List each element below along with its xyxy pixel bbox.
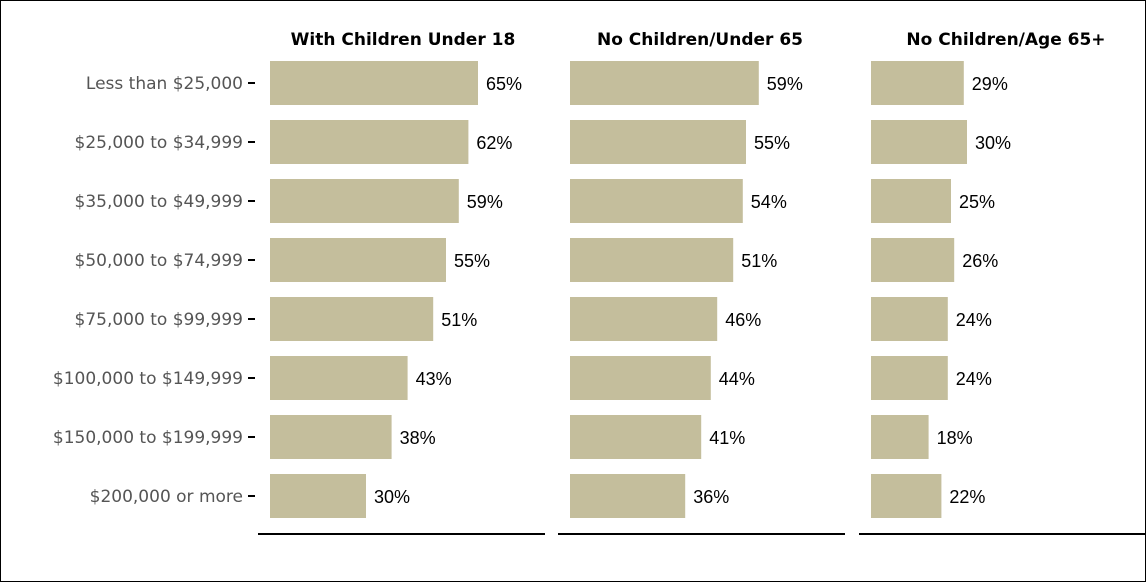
bar-150-000-to-199-999 [871, 415, 929, 459]
bar-less-than-25-000 [570, 61, 759, 105]
bar-25-000-to-34-999 [270, 120, 469, 164]
bar-150-000-to-199-999 [270, 415, 392, 459]
category-label-50-000-to-74-999: $50,000 to $74,999 [75, 251, 243, 271]
bar-75-000-to-99-999 [871, 297, 948, 341]
value-label: 30% [374, 487, 410, 507]
value-label: 29% [972, 74, 1008, 94]
bar-100-000-to-149-999 [570, 356, 711, 400]
value-label: 44% [719, 369, 755, 389]
bar-less-than-25-000 [270, 61, 478, 105]
chart-panels: With Children Under 18 65% 62% 59% 55% 51% 43%… [258, 30, 1146, 535]
panel-with-children-under-18: With Children Under 18 65% 62% 59% 55% 51% 43%… [258, 30, 545, 535]
bar-200-000-or-more [270, 474, 366, 518]
category-labels: Less than $25,000 $25,000 to $34,999 $35,0… [53, 74, 255, 507]
value-label: 65% [486, 74, 522, 94]
bar-25-000-to-34-999 [570, 120, 746, 164]
value-label: 62% [476, 133, 512, 153]
value-label: 55% [454, 251, 490, 271]
bar-25-000-to-34-999 [871, 120, 967, 164]
panel-title: No Children/Under 65 [597, 30, 803, 50]
value-label: 41% [709, 428, 745, 448]
category-label-200-000-or-more: $200,000 or more [90, 487, 243, 507]
bar-less-than-25-000 [871, 61, 964, 105]
category-label-100-000-to-149-999: $100,000 to $149,999 [53, 369, 243, 389]
bar-50-000-to-74-999 [871, 238, 955, 282]
value-label: 54% [751, 192, 787, 212]
bar-50-000-to-74-999 [270, 238, 446, 282]
bar-75-000-to-99-999 [570, 297, 718, 341]
value-label: 51% [441, 310, 477, 330]
category-label-150-000-to-199-999: $150,000 to $199,999 [53, 428, 243, 448]
value-label: 26% [962, 251, 998, 271]
value-label: 22% [949, 487, 985, 507]
bar-100-000-to-149-999 [270, 356, 408, 400]
panel-title: No Children/Age 65+ [906, 30, 1105, 50]
bar-35-000-to-49-999 [270, 179, 459, 223]
panel-no-children-age-65: No Children/Age 65+ 29% 30% 25% 26% 24% 24% 18%… [859, 30, 1146, 535]
bar-200-000-or-more [570, 474, 686, 518]
value-label: 25% [959, 192, 995, 212]
panel-no-children-under-65: No Children/Under 65 59% 55% 54% 51% 46% 44% 41… [558, 30, 845, 535]
value-label: 30% [975, 133, 1011, 153]
bar-50-000-to-74-999 [570, 238, 734, 282]
value-label: 55% [754, 133, 790, 153]
category-label-35-000-to-49-999: $35,000 to $49,999 [75, 192, 243, 212]
category-label-less-than-25-000: Less than $25,000 [86, 74, 243, 94]
value-label: 24% [956, 310, 992, 330]
value-label: 36% [693, 487, 729, 507]
value-label: 43% [416, 369, 452, 389]
bar-100-000-to-149-999 [871, 356, 948, 400]
value-label: 38% [400, 428, 436, 448]
value-label: 59% [467, 192, 503, 212]
value-label: 51% [741, 251, 777, 271]
bar-200-000-or-more [871, 474, 942, 518]
bar-35-000-to-49-999 [570, 179, 743, 223]
bar-75-000-to-99-999 [270, 297, 434, 341]
value-label: 59% [767, 74, 803, 94]
value-label: 24% [956, 369, 992, 389]
value-label: 18% [937, 428, 973, 448]
bar-35-000-to-49-999 [871, 179, 951, 223]
category-label-25-000-to-34-999: $25,000 to $34,999 [75, 133, 243, 153]
panel-title: With Children Under 18 [291, 30, 516, 50]
bar-150-000-to-199-999 [570, 415, 702, 459]
value-label: 46% [725, 310, 761, 330]
category-label-75-000-to-99-999: $75,000 to $99,999 [75, 310, 243, 330]
